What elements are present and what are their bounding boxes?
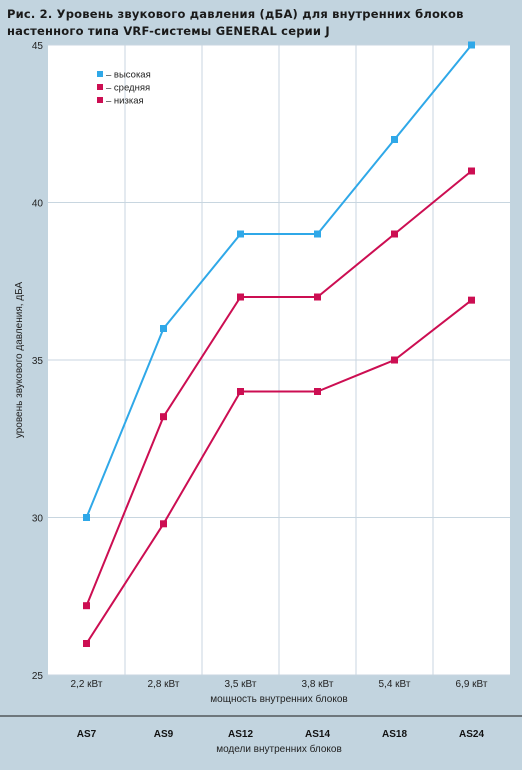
series-2-point-4: [391, 356, 398, 364]
x-tick-label-0: 2,2 кВт: [71, 679, 103, 690]
series-2-point-0: [83, 640, 90, 647]
series-2-point-1: [160, 520, 167, 528]
series-line-2: [85, 299, 473, 645]
series-1-point-0: [83, 602, 90, 610]
x-tick-label-3: 3,8 кВт: [302, 679, 334, 690]
legend-label-0: – высокая: [106, 70, 151, 81]
x-tick-label-1: 2,8 кВт: [148, 679, 180, 690]
legend: – высокая – средняя – низкая: [97, 70, 151, 107]
series-2-point-5: [468, 296, 475, 304]
x-tick-label-5: 6,9 кВт: [456, 679, 488, 690]
series-0-point-3: [314, 230, 321, 238]
model-labels: AS7 AS9 AS12 AS14 AS18 AS24: [77, 729, 485, 740]
chart-title: Рис. 2. Уровень звукового давления (дБА)…: [7, 6, 512, 40]
series-1-point-2: [237, 293, 244, 301]
x-tick-label-2: 3,5 кВт: [225, 679, 257, 690]
x-tick-labels: 2,2 кВт 2,8 кВт 3,5 кВт 3,8 кВт 5,4 кВт 6,9 к…: [71, 679, 488, 690]
series-0-point-5: [468, 41, 475, 49]
y-tick-label-1: 30: [32, 514, 44, 525]
legend-label-1: – средняя: [106, 83, 150, 94]
series-2-point-3: [314, 388, 321, 395]
y-tick-labels: 25 30 35 40 45: [32, 41, 44, 682]
model-label-1: AS9: [154, 729, 174, 740]
model-label-0: AS7: [77, 729, 97, 740]
model-label-3: AS14: [305, 729, 330, 740]
series-0-point-0: [83, 514, 90, 521]
chart-title-line-1: Рис. 2. Уровень звукового давления (дБА)…: [7, 7, 464, 21]
series-line-1: [85, 170, 473, 607]
model-label-2: AS12: [228, 729, 253, 740]
series-1-point-1: [160, 413, 167, 421]
series-group: [83, 41, 475, 647]
y-tick-label-4: 45: [32, 41, 44, 52]
series-1-point-5: [468, 167, 475, 175]
legend-marker-1: [97, 84, 103, 90]
y-tick-label-3: 40: [32, 199, 44, 210]
series-0-point-1: [160, 325, 167, 332]
model-label-4: AS18: [382, 729, 407, 740]
series-1-point-4: [391, 230, 398, 238]
model-label-5: AS24: [459, 729, 484, 740]
legend-label-2: – низкая: [106, 96, 144, 107]
y-axis-label: уровень звукового давления, дБА: [14, 281, 25, 438]
series-2-point-2: [237, 388, 244, 395]
y-tick-label-2: 35: [32, 356, 44, 367]
series-0-point-2: [237, 230, 244, 238]
legend-marker-2: [97, 97, 103, 103]
legend-marker-0: [97, 71, 103, 77]
x-tick-label-4: 5,4 кВт: [379, 679, 411, 690]
models-axis-label: модели внутренних блоков: [216, 743, 342, 755]
x-axis-label: мощность внутренних блоков: [210, 693, 347, 705]
chart-title-line-2: настенного типа VRF-системы GENERAL сери…: [7, 24, 330, 38]
series-1-point-3: [314, 293, 321, 301]
series-line-0: [85, 44, 473, 518]
y-tick-label-0: 25: [32, 671, 44, 682]
series-0-point-4: [391, 136, 398, 143]
